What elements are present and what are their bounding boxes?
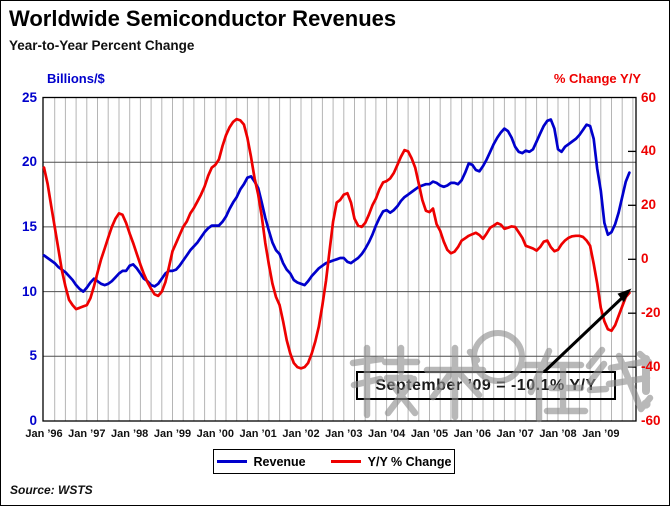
legend: Revenue Y/Y % Change: [213, 449, 455, 474]
yoy-change-line: [42, 117, 631, 370]
yoy-line-swatch: [330, 460, 361, 463]
legend-label-yoy: Y/Y % Change: [367, 454, 452, 469]
legend-label-revenue: Revenue: [253, 454, 306, 469]
annotation-arrow: [542, 288, 632, 374]
revenue-line: [42, 118, 631, 293]
revenue-line-swatch: [216, 460, 247, 463]
